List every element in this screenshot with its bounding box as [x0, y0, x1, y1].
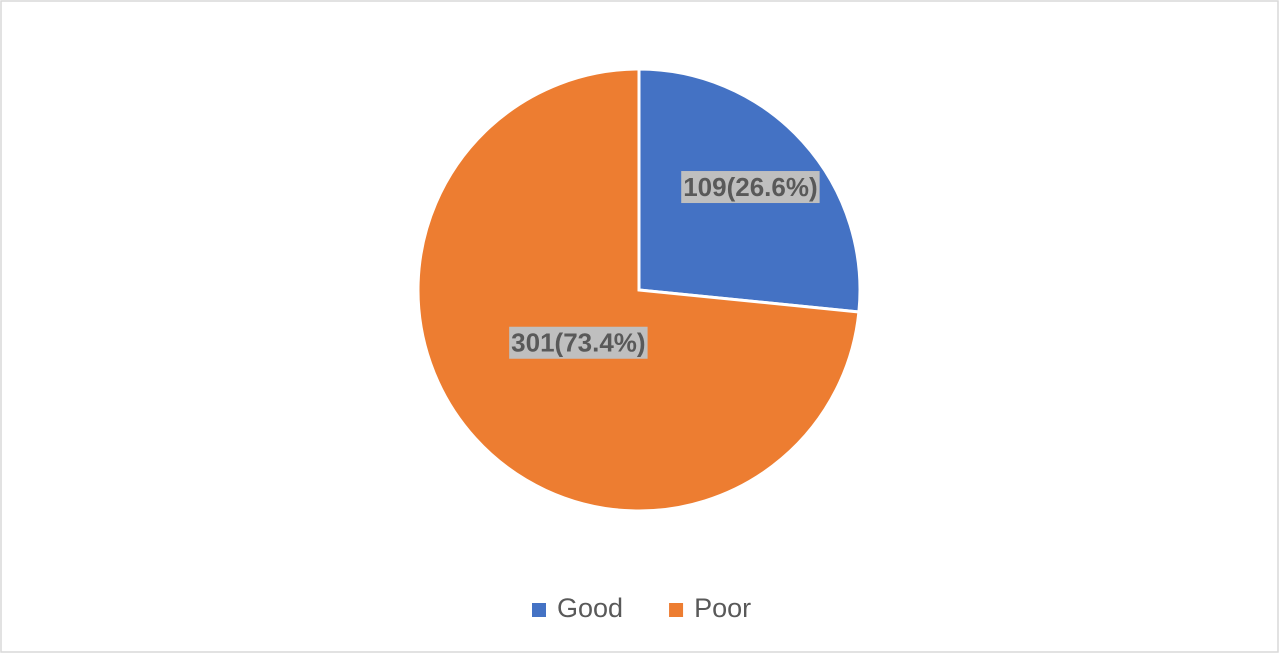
legend-swatch	[669, 603, 684, 617]
data-label: 301(73.4%)	[511, 328, 645, 358]
legend-label: Poor	[694, 593, 751, 623]
data-label-background	[681, 171, 820, 204]
pie-slice	[416, 67, 861, 513]
legend-swatch	[532, 603, 546, 617]
legend-label: Good	[557, 593, 623, 623]
data-label: 109(26.6%)	[683, 172, 817, 202]
data-label-background	[509, 326, 648, 359]
